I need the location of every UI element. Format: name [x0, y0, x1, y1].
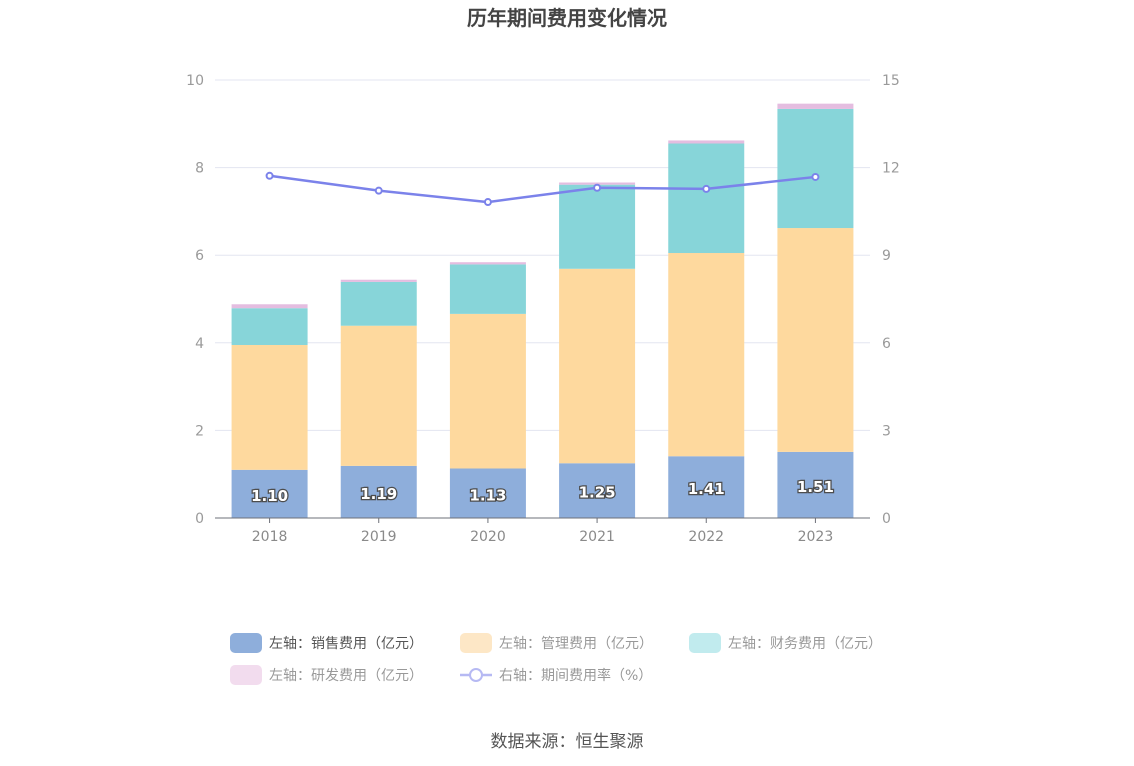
bar-segment [777, 108, 854, 229]
left-tick-label: 0 [195, 511, 204, 527]
left-tick-label: 2 [195, 423, 204, 439]
rate-point [593, 183, 602, 192]
x-tick-label: 2022 [688, 529, 724, 545]
legend-swatch [460, 633, 492, 653]
right-tick-label: 0 [882, 511, 891, 527]
legend-swatch [689, 633, 721, 653]
chart-title: 历年期间费用变化情况 [467, 6, 667, 30]
legend-label: 左轴：管理费用（亿元） [499, 636, 653, 652]
x-tick-label: 2020 [470, 529, 506, 545]
legend-swatch [230, 633, 262, 653]
right-tick-label: 3 [882, 423, 891, 439]
bar-group [231, 103, 854, 518]
bar-segment [777, 451, 854, 518]
bar-segment [559, 184, 636, 269]
x-tick-label: 2023 [798, 529, 834, 545]
rate-line [269, 174, 816, 204]
grid-lines [215, 79, 870, 431]
bar-segment [559, 182, 636, 185]
legend-label: 右轴：期间费用率（%） [499, 667, 652, 684]
right-tick-label: 12 [882, 161, 900, 177]
legend-swatch [230, 665, 262, 685]
bar-segment [340, 281, 417, 326]
bar-segment [449, 262, 526, 265]
legend: 左轴：销售费用（亿元） 左轴：管理费用（亿元） 左轴：财务费用（亿元） 左轴：研发费用… [230, 633, 882, 685]
rate-point [374, 186, 383, 195]
rate-point [811, 172, 820, 181]
right-tick-label: 6 [882, 336, 891, 352]
rate-point [702, 184, 711, 193]
right-tick-label: 9 [882, 248, 891, 264]
bar-segment [777, 228, 854, 452]
rate-line-group [265, 171, 820, 207]
legend-label: 左轴：研发费用（亿元） [269, 668, 423, 684]
bar-segment [231, 308, 308, 345]
rate-point [483, 198, 492, 207]
bar-segment [231, 469, 308, 518]
bar-segment [668, 140, 745, 144]
bar-value-label: 1.19 [360, 485, 397, 503]
left-tick-label: 10 [186, 73, 204, 89]
bar-segment [340, 325, 417, 466]
bar-value-label: 1.25 [579, 484, 616, 502]
bar-segment [231, 344, 308, 470]
legend-marker [469, 668, 483, 682]
bar-segment [559, 268, 636, 464]
legend-label: 左轴：财务费用（亿元） [728, 636, 882, 652]
legend-label: 左轴：销售费用（亿元） [269, 636, 423, 652]
bar-segment [340, 279, 417, 282]
rate-point [265, 171, 274, 180]
right-axis-ticks: 0 3 6 9 12 15 [882, 73, 900, 527]
bar-segment [559, 463, 636, 518]
bar-value-label: 1.51 [797, 478, 834, 496]
left-axis-ticks: 0 2 4 6 8 10 [186, 73, 204, 527]
left-tick-label: 8 [195, 161, 204, 177]
bar-segment [449, 468, 526, 518]
x-tick-label: 2021 [579, 529, 615, 545]
left-tick-label: 6 [195, 248, 204, 264]
bar-segment [231, 304, 308, 309]
bar-segment [668, 456, 745, 518]
x-tick-label: 2018 [252, 529, 288, 545]
bar-segment [668, 253, 745, 457]
bar-value-label: 1.10 [251, 487, 288, 505]
bar-segment [449, 264, 526, 314]
x-tick-label: 2019 [361, 529, 397, 545]
bar-labels: 1.10 1.19 1.13 1.25 1.41 1.51 [250, 477, 835, 506]
bar-segment [449, 313, 526, 469]
bar-segment [777, 103, 854, 109]
source-note: 数据来源：恒生聚源 [491, 732, 644, 752]
bar-value-label: 1.13 [469, 486, 506, 504]
bar-segment [668, 143, 745, 254]
bar-value-label: 1.41 [688, 480, 725, 498]
bar-segment [340, 465, 417, 518]
left-tick-label: 4 [195, 336, 204, 352]
x-axis-ticks: 2018 2019 2020 2021 2022 2023 [252, 518, 833, 545]
right-tick-label: 15 [882, 73, 900, 89]
